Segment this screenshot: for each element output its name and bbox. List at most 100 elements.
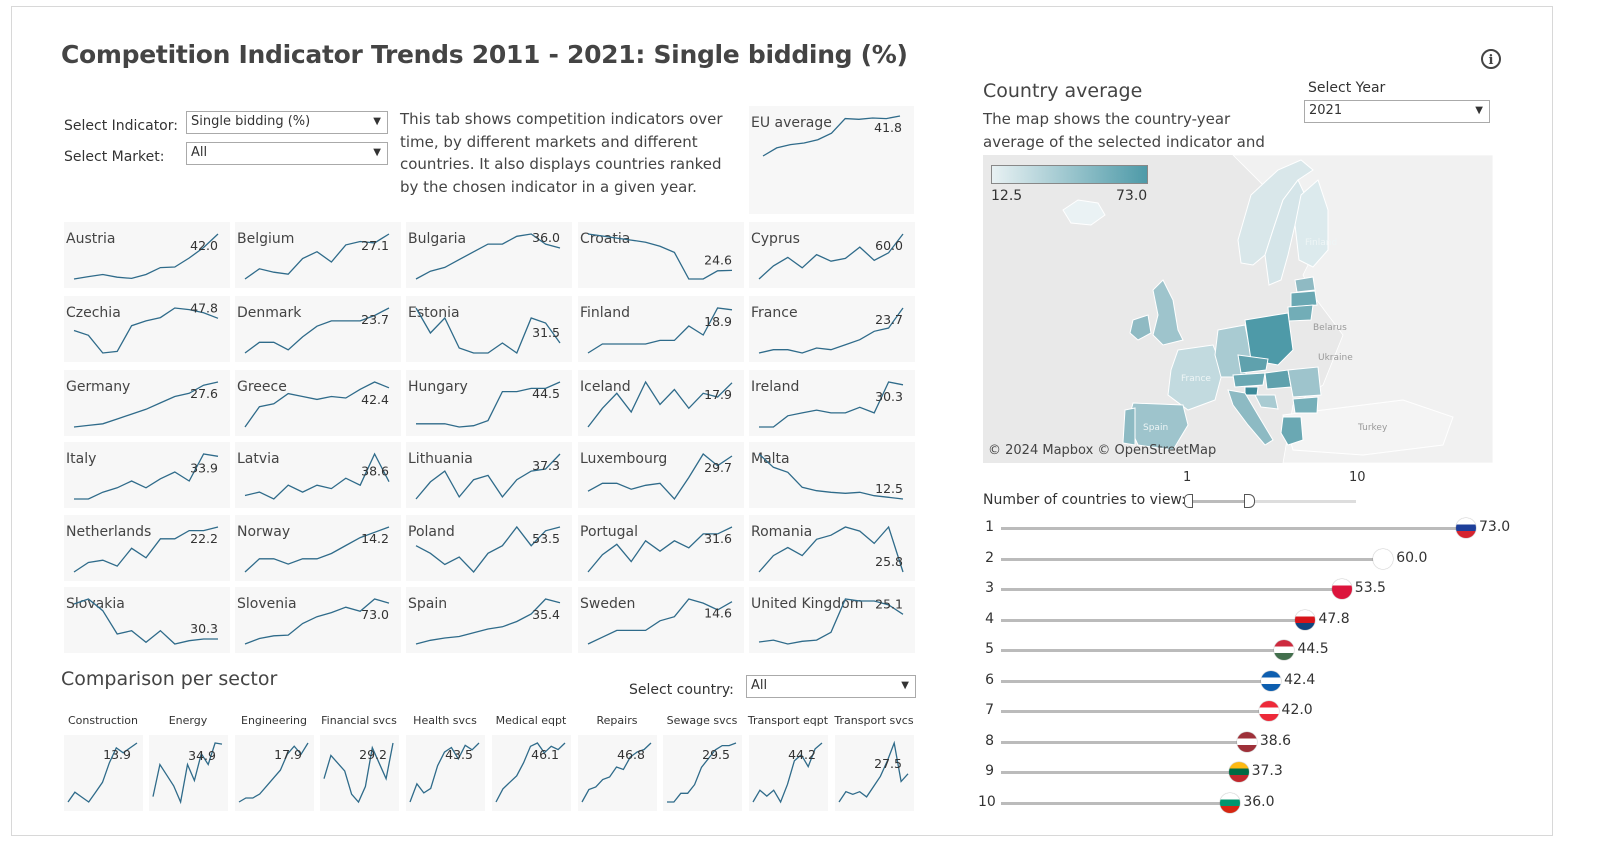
tile-belgium[interactable]: Belgium 27.1 [235,222,401,288]
slider-handle-max[interactable] [1244,494,1255,508]
sparkline-latvia [244,452,390,500]
sector-title: Comparison per sector [61,668,278,690]
rank-bar[interactable] [1001,588,1342,591]
tile-energy[interactable]: 34.9 [149,735,228,811]
sector-label-energy: Energy [168,714,208,727]
rank-bar[interactable] [1001,618,1306,622]
info-icon[interactable]: i [1481,49,1501,69]
market-select[interactable]: All ▼ [186,142,388,165]
value-label: 25.8 [875,554,903,569]
value-label: 14.2 [361,531,389,546]
value-label: 47.8 [190,300,218,315]
tile-france[interactable]: France 23.7 [749,296,915,362]
tile-sewage-svcs[interactable]: 29.5 [663,735,742,811]
rank-bar[interactable] [1001,801,1231,805]
sparkline-ireland [759,381,904,428]
tile-czechia[interactable]: Czechia 47.8 [64,296,230,362]
tile-norway[interactable]: Norway 14.2 [235,515,401,581]
tile-construction[interactable]: 13.9 [64,735,143,811]
tile-financial-svcs[interactable]: 29.2 [320,735,399,811]
sparkline-svg: 30.3 [759,381,904,428]
rank-bar[interactable] [1001,649,1285,652]
sparkline-svg: 38.6 [244,452,390,500]
tile-finland[interactable]: Finland 18.9 [578,296,744,362]
tile-poland[interactable]: Poland 53.5 [406,515,572,581]
year-select[interactable]: 2021 ▼ [1304,100,1490,123]
country-select[interactable]: All ▼ [746,675,916,698]
sparkline-cyprus [758,233,904,280]
map-svg: Belarus Ukraine Turkey France Finland Sp… [1062,155,1493,463]
flag-hungary-icon [1274,640,1295,660]
tile-lithuania[interactable]: Lithuania 37.3 [406,442,572,508]
tile-name: Hungary [408,379,468,395]
slider-track[interactable] [1188,500,1356,503]
sparkline-svg: 42.0 [73,233,219,280]
value-label: 30.3 [190,621,218,636]
tile-portugal[interactable]: Portugal 31.6 [578,515,744,581]
tile-ireland[interactable]: Ireland 30.3 [749,370,915,436]
tile-hungary[interactable]: Hungary 44.5 [406,370,572,436]
tile-austria[interactable]: Austria 42.0 [64,222,230,288]
rank-bar[interactable] [1001,527,1466,530]
tile-bulgaria[interactable]: Bulgaria 36.0 [406,222,572,288]
tile-sweden[interactable]: Sweden 14.6 [578,587,744,653]
tile-italy[interactable]: Italy 33.9 [64,442,230,508]
tile-repairs[interactable]: 46.8 [578,735,657,811]
tile-medical-eqpt[interactable]: 46.1 [492,735,571,811]
slider-handle-min[interactable] [1184,494,1193,508]
value-label: 42.4 [361,392,389,407]
sparkline-sewage-svcs [667,742,737,803]
sparkline-svg: 13.9 [67,742,138,803]
indicator-select[interactable]: Single bidding (%) ▼ [186,111,388,134]
tile-romania[interactable]: Romania 25.8 [749,515,915,581]
sparkline-transport-eqpt [752,742,823,804]
europe-map[interactable]: Belarus Ukraine Turkey France Finland Sp… [983,155,1493,463]
flag-austria-icon [1258,701,1279,721]
tile-health-svcs[interactable]: 43.5 [406,735,485,811]
tile-greece[interactable]: Greece 42.4 [235,370,401,436]
tile-denmark[interactable]: Denmark 23.7 [235,296,401,362]
sparkline-svg: 14.2 [244,526,390,573]
tile-croatia[interactable]: Croatia 24.6 [578,222,744,288]
region-austria [1232,372,1266,388]
tile-iceland[interactable]: Iceland 17.9 [578,370,744,436]
tile-name: Spain [408,596,448,612]
tile-slovakia[interactable]: Slovakia 30.3 [64,587,230,653]
rank-bar[interactable] [1001,679,1272,683]
value-label: 36.0 [532,230,560,245]
value-label: 22.2 [190,531,218,546]
rank-bar[interactable] [1001,710,1269,713]
sparkline-svg: 30.3 [73,598,218,645]
rank-bar[interactable] [1001,771,1239,774]
sparkline-austria [73,233,219,280]
tile-united-kingdom[interactable]: United Kingdom 25.1 [749,587,915,653]
tile-slovenia[interactable]: Slovenia 73.0 [235,587,401,653]
tile-cyprus[interactable]: Cyprus 60.0 [749,222,915,288]
tile-luxembourg[interactable]: Luxembourg 29.7 [578,442,744,508]
map-label-turkey: Turkey [1357,423,1388,433]
tile-germany[interactable]: Germany 27.6 [64,370,230,436]
sector-label-health-svcs: Health svcs [413,714,477,727]
tile-netherlands[interactable]: Netherlands 22.2 [64,515,230,581]
sparkline-svg: 43.5 [409,742,480,803]
sparkline-svg: 27.5 [838,740,909,803]
sparkline-svg: 53.5 [415,525,561,573]
sparkline-finland [587,307,733,354]
tile-name: Germany [66,379,131,395]
tile-estonia[interactable]: Estonia 31.5 [406,296,572,362]
tile-spain[interactable]: Spain 35.4 [406,587,572,653]
rank-bar[interactable] [1001,557,1384,561]
tile-eu-average[interactable]: EU average 41.8 [749,106,914,214]
sparkline-svg: 34.9 [152,742,223,805]
tile-latvia[interactable]: Latvia 38.6 [235,442,401,508]
region-france [1167,344,1224,411]
rank-bar[interactable] [1001,740,1247,744]
value-label: 53.5 [532,531,560,546]
tile-transport-svcs[interactable]: 27.5 [835,735,914,811]
tile-transport-eqpt[interactable]: 44.2 [749,735,828,811]
sparkline-france [758,307,904,354]
tile-malta[interactable]: Malta 12.5 [749,442,915,508]
rank-value: 37.3 [1251,763,1283,779]
tile-engineering[interactable]: 17.9 [235,735,314,811]
tile-name: Italy [66,451,97,467]
